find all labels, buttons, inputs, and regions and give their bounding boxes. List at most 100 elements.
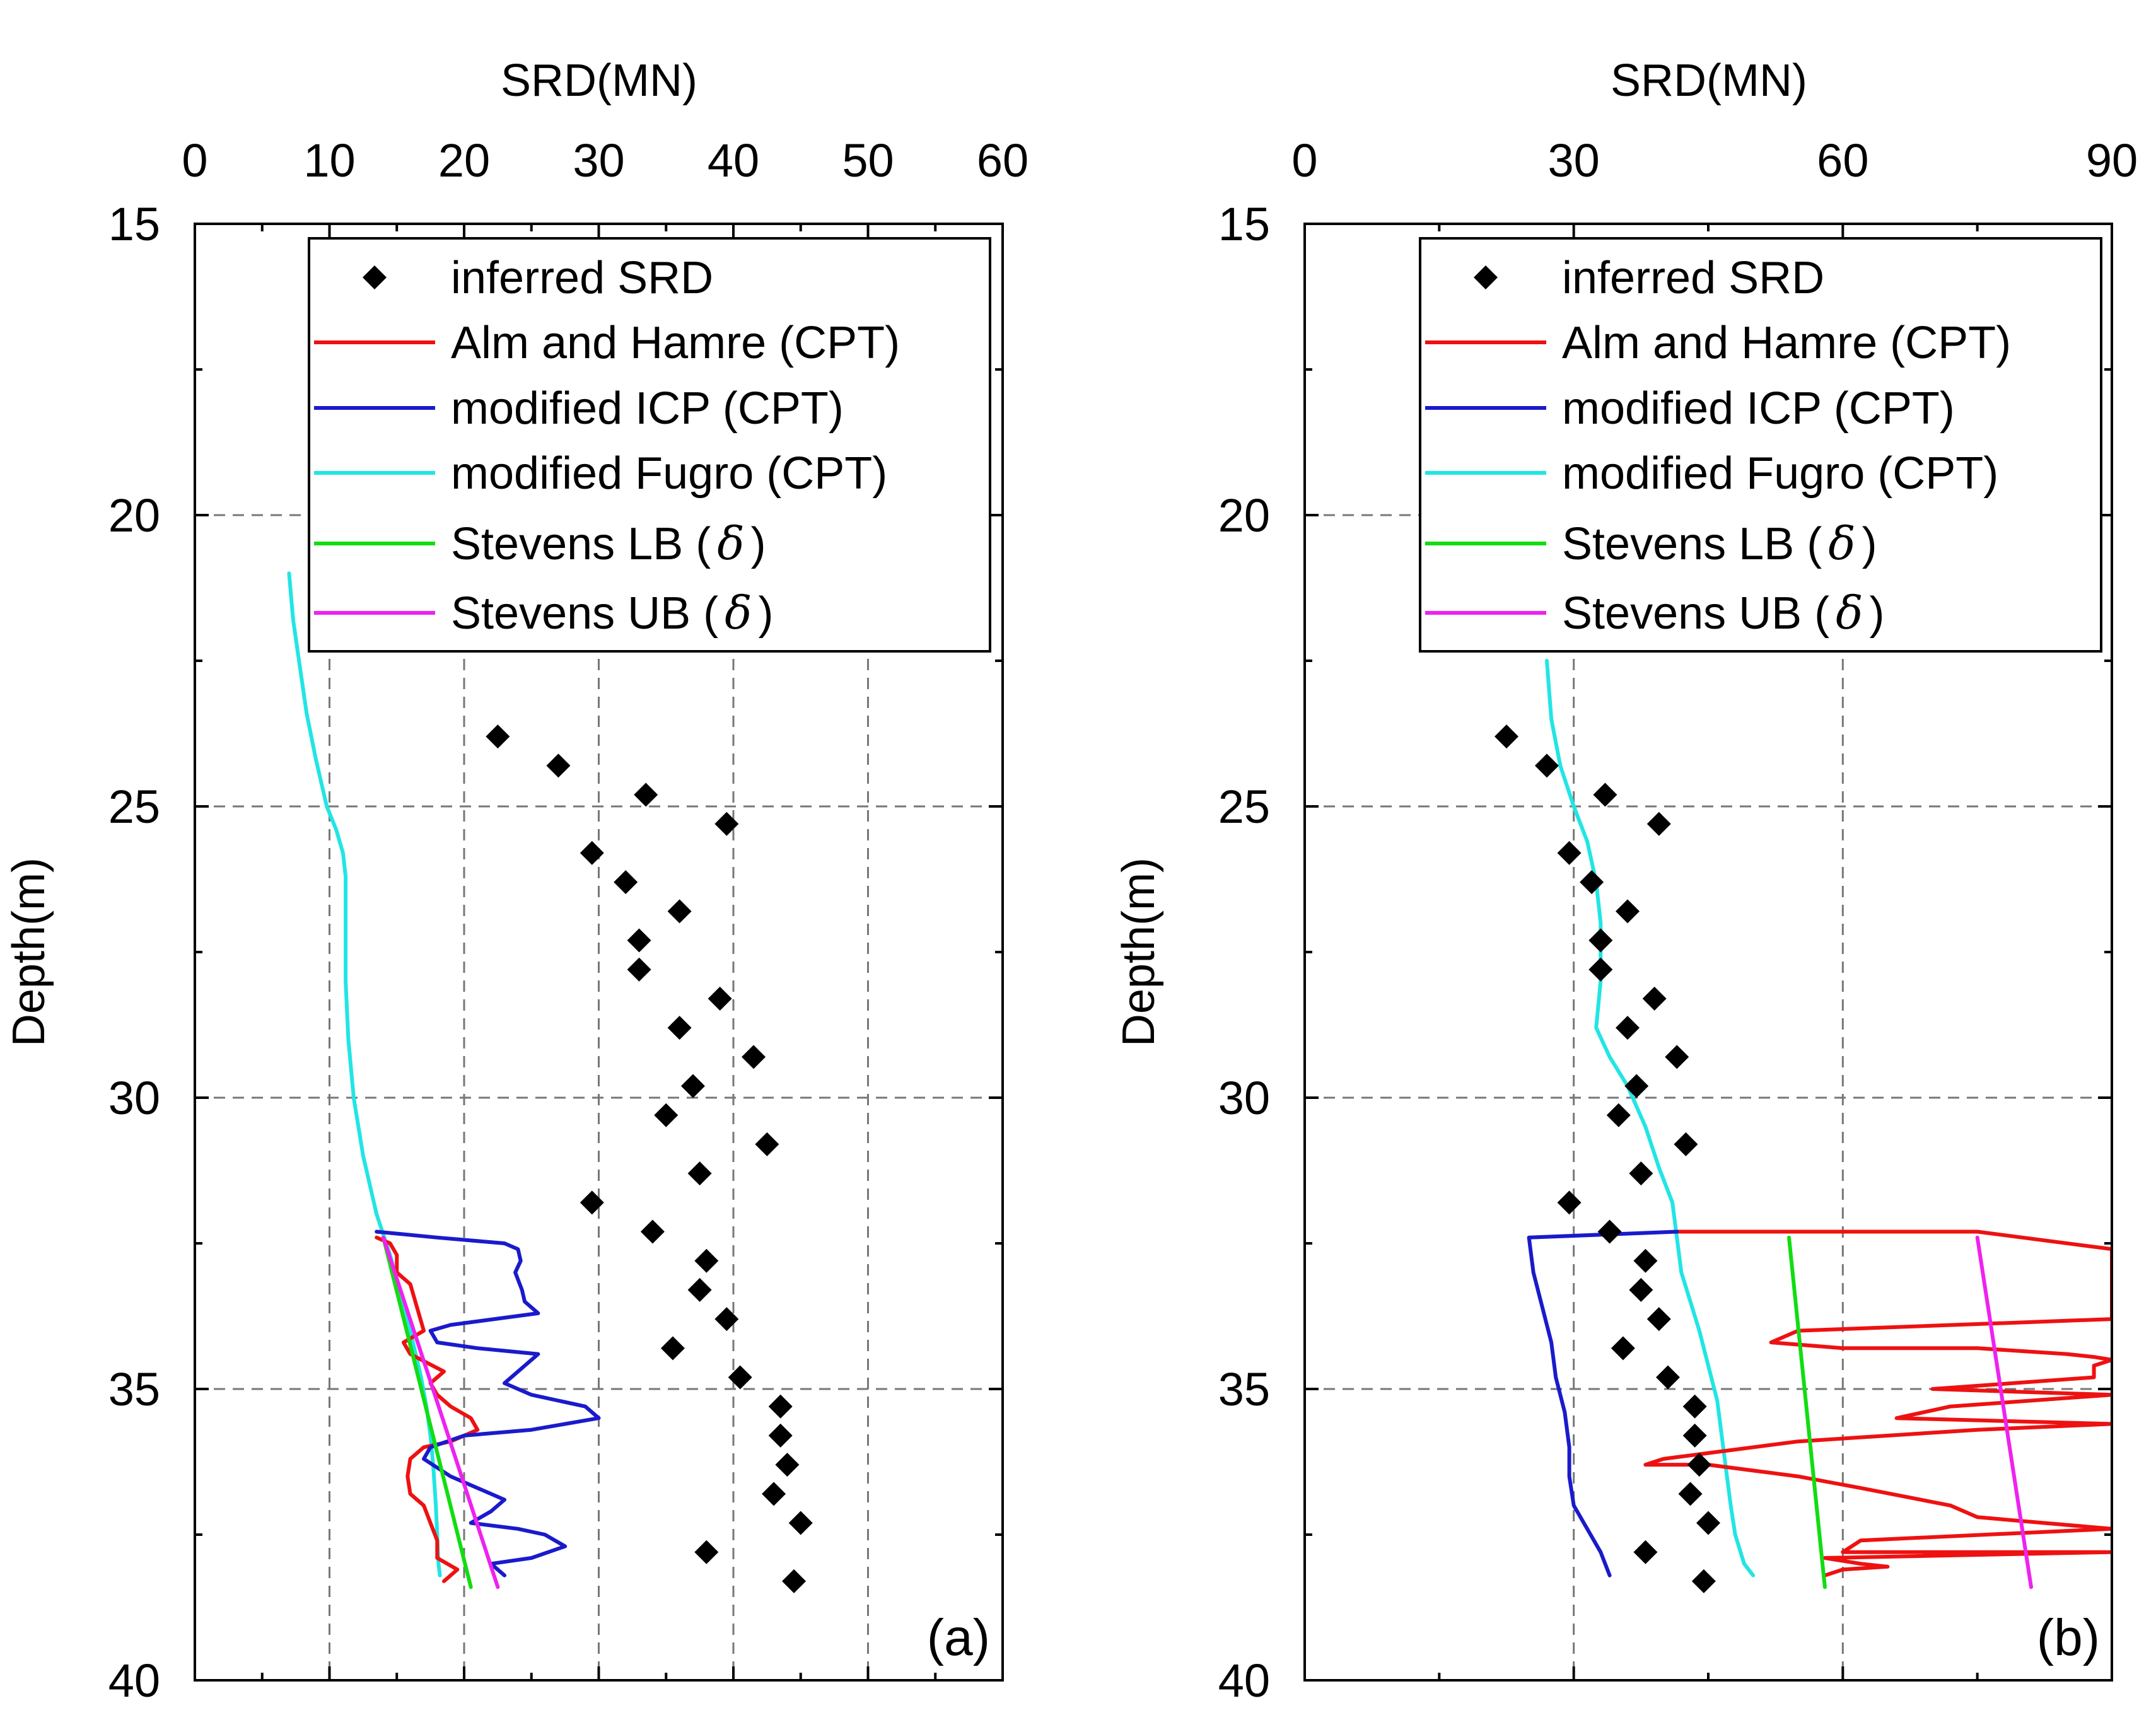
legend-box	[308, 237, 991, 653]
scatter-point	[1696, 1511, 1720, 1535]
scatter-point	[614, 870, 638, 895]
scatter-point	[1629, 1161, 1653, 1186]
legend-marker	[363, 265, 387, 289]
panel-a: 0 10 20 30 40 50 60 SRD(MN) 15 20 25 30 35 40 Depth(m)…	[4, 55, 1028, 1707]
x-axis: 0 30 60 90	[1291, 134, 2138, 1680]
scatter-point	[1597, 1219, 1622, 1244]
series-line-1	[375, 1235, 480, 1583]
scatter-point	[1678, 1482, 1703, 1506]
scatter-point	[728, 1365, 752, 1390]
scatter-point	[708, 986, 732, 1011]
scatter-point	[486, 724, 510, 749]
series-line-2	[375, 1229, 601, 1578]
y-tick-label: 35	[108, 1363, 160, 1415]
delta-symbol: δ	[725, 586, 752, 639]
legend-label: Alm and Hamre (CPT)	[451, 318, 900, 368]
legend-label-prefix: Stevens LB (	[1562, 519, 1822, 569]
scatter-point	[775, 1453, 800, 1477]
y-tick-label: 30	[108, 1072, 160, 1124]
legend-label: Alm and Hamre (CPT)	[1562, 318, 2011, 368]
legend-label: inferred SRD	[1562, 253, 1824, 303]
scatter-point	[1593, 782, 1617, 807]
x-tick-label: 30	[573, 134, 624, 187]
scatter-point	[1674, 1132, 1698, 1156]
scatter-point	[1682, 1394, 1707, 1419]
scatter-point	[1665, 1045, 1689, 1069]
x-axis: 0 10 20 30 40 50 60	[182, 134, 1028, 1680]
scatter-point	[1624, 1074, 1649, 1098]
scatter-point	[687, 1161, 712, 1186]
scatter-point	[667, 1016, 692, 1040]
legend-box	[1419, 237, 2102, 653]
scatter-point	[634, 782, 658, 807]
scatter-point	[1646, 1307, 1671, 1332]
x-tick-label: 50	[842, 134, 894, 187]
series-line-0	[1545, 659, 1756, 1578]
scatter-point	[1633, 1248, 1658, 1273]
y-tick-label: 40	[1218, 1654, 1270, 1707]
scatter-point	[1633, 1540, 1658, 1564]
plot-area	[1495, 659, 2112, 1593]
series-line-3	[381, 1235, 473, 1589]
panel-label: (a)	[927, 1609, 990, 1666]
x-tick-label: 0	[1291, 134, 1317, 187]
x-axis-title: SRD(MN)	[1611, 55, 1807, 106]
legend-label-suffix: )	[1862, 519, 1877, 569]
y-axis-title: Depth(m)	[1114, 857, 1164, 1047]
x-tick-label: 90	[2086, 134, 2138, 187]
scatter-point	[640, 1219, 665, 1244]
x-axis-title: SRD(MN)	[501, 55, 697, 106]
scatter-point	[1656, 1365, 1680, 1390]
legend-label: modified Fugro (CPT)	[1562, 448, 1998, 499]
legend-label: Stevens LB (δ)	[451, 517, 766, 570]
legend: inferred SRD Alm and Hamre (CPT) modified …	[1419, 237, 2102, 653]
scatter-point	[1588, 957, 1613, 982]
scatter-point	[1580, 870, 1604, 895]
scatter-point	[1687, 1453, 1711, 1477]
x-tick-label: 10	[303, 134, 355, 187]
y-axis: 15 20 25 30 35 40	[1218, 198, 2112, 1707]
scatter-point	[1629, 1277, 1653, 1302]
y-tick-label: 20	[108, 489, 160, 542]
series-line-1	[1643, 1229, 2112, 1578]
legend-label-suffix: )	[751, 519, 766, 569]
scatter-point	[694, 1540, 719, 1564]
series-line-3	[1787, 1235, 1827, 1589]
scatter-point	[1557, 840, 1582, 865]
scatter-point	[714, 811, 739, 836]
y-tick-label: 30	[1218, 1072, 1270, 1124]
series-line-0	[287, 571, 442, 1578]
scatter-point	[1557, 1190, 1582, 1215]
scatter-point	[1588, 928, 1613, 953]
delta-symbol: δ	[1836, 586, 1863, 639]
scatter-point	[742, 1045, 766, 1069]
scatter-point	[627, 957, 651, 982]
series-line-2	[1527, 1229, 1679, 1578]
y-tick-label: 20	[1218, 489, 1270, 542]
y-axis: 15 20 25 30 35 40	[108, 198, 1003, 1707]
delta-symbol: δ	[717, 517, 744, 570]
x-tick-label: 60	[977, 134, 1028, 187]
delta-symbol: δ	[1828, 517, 1855, 570]
scatter-point	[1616, 899, 1640, 924]
scatter-point	[1535, 753, 1559, 778]
scatter-point	[660, 1336, 685, 1361]
scatter-point	[680, 1074, 705, 1098]
scatter-point	[654, 1103, 679, 1127]
scatter-point	[627, 928, 651, 953]
legend-label: Stevens UB (δ)	[451, 586, 774, 639]
legend: inferred SRD Alm and Hamre (CPT) modified …	[308, 237, 991, 653]
legend-label: modified ICP (CPT)	[1562, 383, 1955, 434]
y-tick-label: 40	[108, 1654, 160, 1707]
legend-label-suffix: )	[759, 588, 774, 639]
series-line-4	[381, 1235, 500, 1589]
scatter-point	[667, 899, 692, 924]
scatter-point	[1646, 811, 1671, 836]
x-tick-label: 30	[1548, 134, 1600, 187]
legend-label-prefix: Stevens LB (	[451, 519, 711, 569]
x-tick-label: 20	[438, 134, 490, 187]
scatter-point	[1611, 1336, 1635, 1361]
x-tick-label: 0	[182, 134, 207, 187]
scatter-point	[1682, 1423, 1707, 1448]
